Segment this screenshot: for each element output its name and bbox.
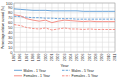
x-grid-line [51, 3, 52, 52]
x-grid-line [77, 3, 78, 52]
legend-swatch [62, 70, 70, 71]
y-tick-label: 100 [6, 1, 13, 6]
x-axis-label: Year [60, 63, 69, 68]
x-grid-line [70, 3, 71, 52]
legend-label: Males - 1 Year [24, 69, 47, 73]
y-tick-label: 10 [8, 45, 13, 50]
lines [14, 9, 115, 30]
x-grid-line [58, 3, 59, 52]
x-tick-label: 2000 [44, 53, 48, 61]
y-tick-label: 40 [8, 30, 13, 35]
x-tick-label: 2003 [63, 53, 67, 61]
x-tick-label: 1995 [12, 53, 16, 61]
y-tick-label: 70 [8, 15, 13, 20]
series-line [14, 9, 115, 11]
x-tick-label: 2006 [81, 53, 85, 61]
x-grid-line [64, 3, 65, 52]
x-tick-label: 2008 [94, 53, 98, 61]
x-tick-label: 1999 [37, 53, 41, 61]
x-grid-line [96, 3, 97, 52]
legend-label: Females - 5 Year [72, 74, 99, 78]
legend-swatch [14, 75, 22, 76]
x-grid-line [108, 3, 109, 52]
legend-swatch [62, 75, 70, 76]
x-grid-line [102, 3, 103, 52]
series-line [14, 15, 115, 23]
x-tick-label: 2010 [107, 53, 111, 61]
series-line [14, 25, 115, 30]
legend: Males - 1 Year Males - 5 Year Females - 1 … [14, 69, 99, 79]
plot-frame [14, 3, 115, 52]
x-tick-label: 2004 [69, 53, 73, 61]
x-tick-label: 2011 [113, 53, 117, 61]
y-tick-label: 60 [8, 20, 13, 25]
x-grid-line [83, 3, 84, 52]
y-tick-label: 80 [8, 10, 13, 15]
legend-label: Females - 1 Year [24, 74, 51, 78]
series-line [14, 16, 115, 19]
x-grid-line [89, 3, 90, 52]
x-tick-label: 2001 [50, 53, 54, 61]
x-tick-label: 1997 [25, 53, 29, 61]
x-tick-label: 2009 [100, 53, 104, 61]
chart: 0102030405060708090100199519961997199819… [0, 0, 119, 80]
legend-label: Males - 5 Year [72, 69, 95, 73]
x-tick-label: 1998 [31, 53, 35, 61]
y-tick-label: 90 [8, 5, 13, 10]
y-tick-label: 20 [8, 40, 13, 45]
x-tick-label: 2002 [56, 53, 60, 61]
y-tick-label: 30 [8, 35, 13, 40]
x-tick-label: 1996 [18, 53, 22, 61]
x-tick-label: 2007 [88, 53, 92, 61]
x-tick-label: 2005 [75, 53, 79, 61]
y-axis-label: Percentage relative survival (%) [1, 6, 5, 48]
x-grid-line [20, 3, 21, 52]
y-tick-label: 50 [8, 25, 13, 30]
legend-swatch [14, 70, 22, 71]
